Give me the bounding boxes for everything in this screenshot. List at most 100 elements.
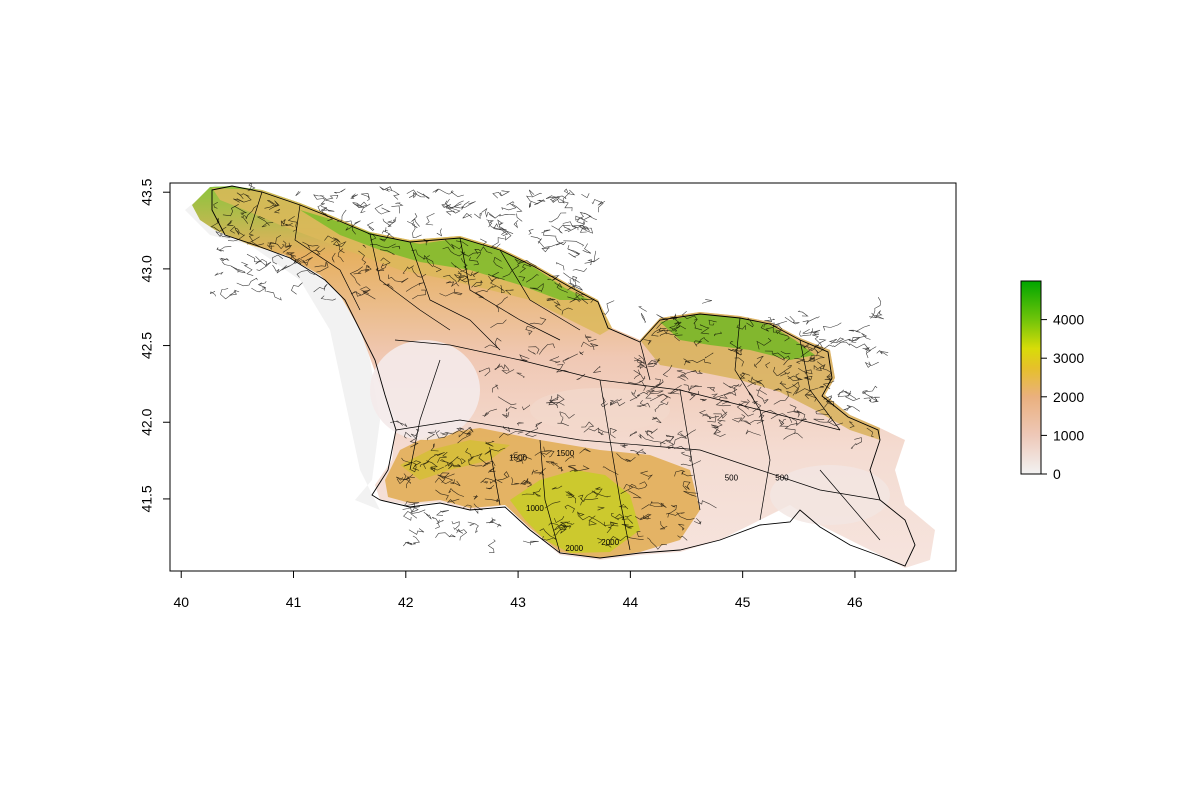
colorbar-tick-label: 0: [1053, 466, 1061, 482]
contour-line: [824, 375, 833, 381]
contour-line: [676, 370, 686, 376]
contour-line: [697, 500, 717, 509]
contour-line: [837, 389, 845, 396]
contour-line: [366, 221, 375, 231]
contour-line: [795, 373, 803, 381]
contour-line: [521, 488, 541, 496]
contour-line: [388, 274, 409, 284]
contour-line: [636, 402, 651, 408]
contour-line: [562, 197, 573, 212]
contour-line: [379, 249, 395, 255]
x-axis: 40 41 42 43 44 45 46: [173, 570, 863, 610]
contour-line: [559, 411, 575, 419]
contour-line: [332, 240, 345, 254]
contour-line: [772, 320, 788, 326]
contour-line: [581, 193, 590, 199]
contour-line: [620, 443, 628, 449]
contour-line: [314, 261, 327, 268]
contour-line: [641, 503, 664, 510]
contour-line: [659, 521, 668, 530]
contour-line: [419, 461, 430, 470]
contour-line: [581, 421, 595, 428]
contour-line: [598, 201, 604, 213]
contour-line: [333, 237, 341, 243]
contour-line: [425, 213, 435, 226]
contour-line: [505, 230, 514, 241]
contour-line: [587, 257, 600, 266]
contour-line: [364, 265, 372, 273]
contour-line: [352, 202, 365, 208]
contour-line: [610, 398, 622, 405]
contour-line: [674, 321, 682, 327]
contour-line: [241, 261, 254, 276]
contour-line: [650, 328, 667, 337]
contour-line: [565, 491, 577, 504]
contour-line: [408, 528, 425, 535]
contour-line: [557, 198, 565, 204]
contour-line: [666, 504, 677, 515]
contour-line: [241, 205, 258, 220]
contour-line: [640, 513, 652, 520]
contour-line: [354, 201, 368, 208]
contour-line: [687, 385, 699, 401]
contour-line: [486, 517, 502, 528]
contour-line: [405, 282, 424, 292]
contour-line: [699, 398, 707, 402]
contour-line: [618, 503, 629, 510]
contour-line: [345, 220, 356, 235]
contour-line: [659, 440, 674, 449]
contour-line: [402, 265, 414, 274]
contour-line: [316, 262, 329, 273]
contour-line: [426, 452, 445, 463]
contour-line: [533, 491, 541, 497]
contour-line: [498, 431, 524, 438]
contour-line: [551, 224, 564, 234]
contour-line: [442, 246, 466, 257]
contour-line: [870, 297, 882, 319]
contour-line: [529, 317, 547, 325]
contour-line: [457, 430, 472, 444]
contour-line: [458, 426, 474, 438]
contour-line: [659, 332, 678, 337]
contour-line: [620, 484, 634, 494]
contour-line: [488, 519, 497, 524]
contour-line: [773, 388, 782, 392]
contour-line: [597, 537, 603, 544]
contour-line: [677, 535, 688, 541]
contour-line: [492, 191, 502, 199]
contour-line: [556, 364, 569, 373]
contour-line: [495, 363, 501, 371]
contour-line: [251, 287, 266, 293]
contour-line: [616, 453, 636, 462]
contour-line: [440, 429, 461, 435]
contour-line: [804, 387, 819, 400]
southern-ridge: [400, 440, 510, 480]
contour-line: [573, 224, 583, 231]
contour-line: [215, 231, 231, 238]
y-tick-label: 43.0: [139, 255, 155, 282]
contour-line: [401, 457, 412, 467]
contour-line: [736, 324, 747, 330]
contour-line: [474, 246, 493, 255]
contour-line: [813, 361, 826, 370]
contour-line: [210, 217, 227, 232]
contour-line: [439, 288, 463, 297]
contour-line: [294, 257, 306, 264]
contour-line: [320, 194, 339, 200]
contour-line: [530, 236, 542, 244]
contour-line: [732, 417, 743, 423]
contour-line: [416, 191, 430, 200]
colorbar-tick-label: 2000: [1053, 389, 1084, 405]
contour-line: [745, 429, 761, 436]
contour-line: [285, 252, 295, 258]
contour-line: [493, 256, 503, 269]
contour-line: [295, 191, 301, 196]
contour-line: [233, 198, 244, 203]
contour-line: [711, 393, 724, 398]
contour-line: [666, 432, 687, 448]
contour-line: [247, 183, 256, 192]
contour-line: [370, 243, 396, 249]
contour-line: [635, 448, 644, 456]
contour-line: [382, 218, 395, 227]
contour-line: [435, 489, 449, 500]
